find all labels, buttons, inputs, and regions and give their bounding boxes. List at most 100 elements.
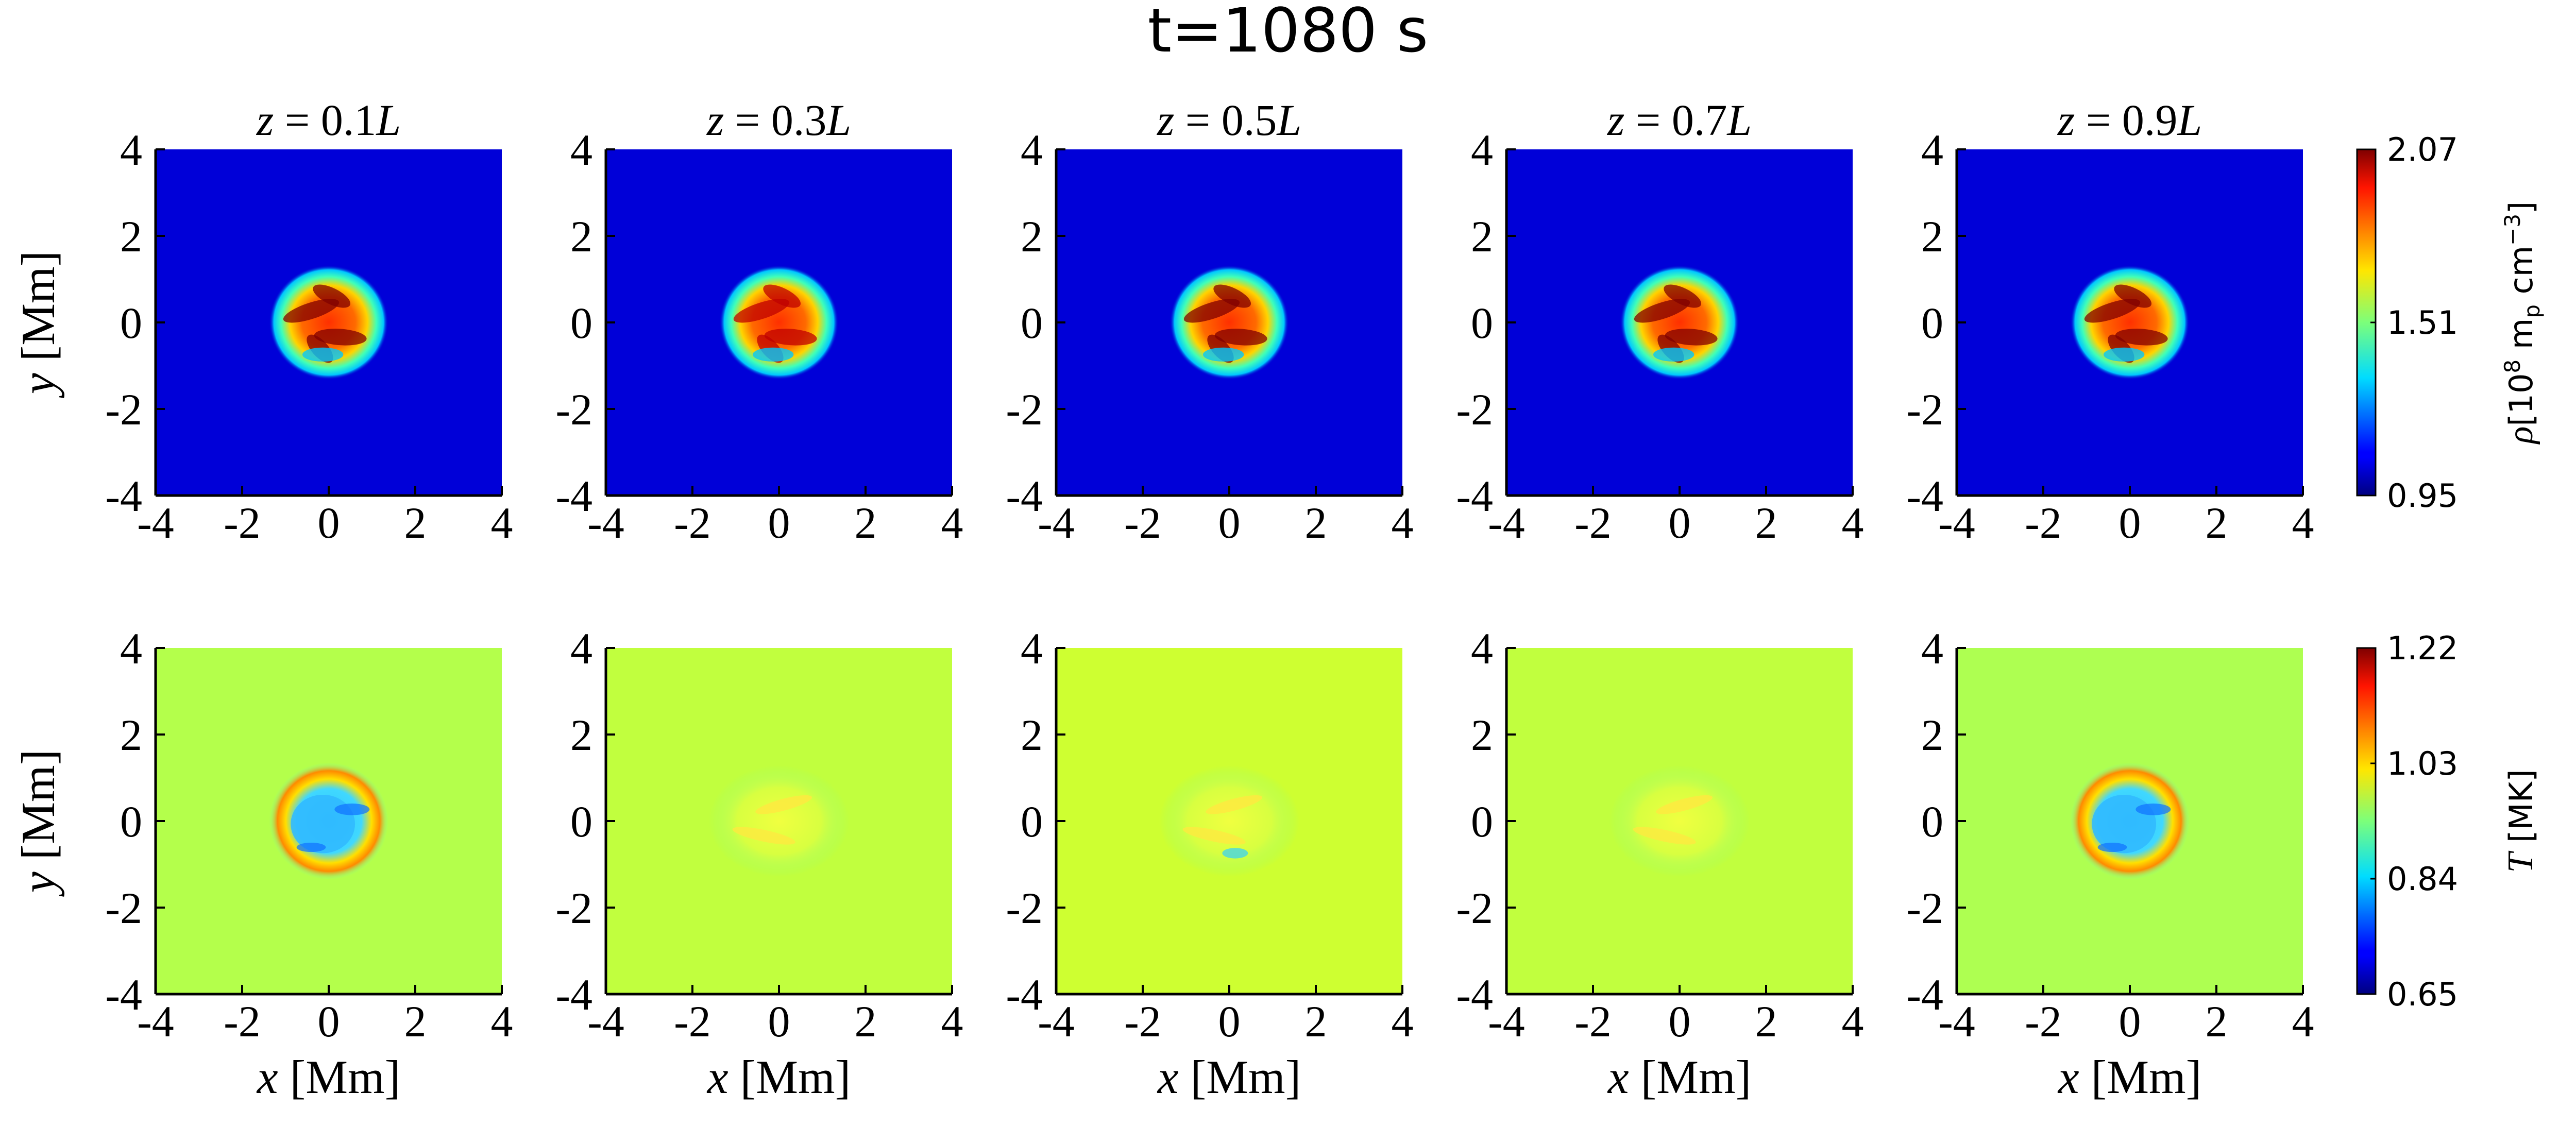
x-tick-label: 2: [1755, 498, 1777, 548]
y-tick-label: -4: [105, 471, 142, 521]
temperature-streak: [1222, 848, 1248, 859]
density-streak: [283, 299, 340, 323]
x-tick-label: -4: [1038, 498, 1075, 548]
x-tick-label: 2: [1755, 997, 1777, 1046]
x-tick-label: 0: [1669, 997, 1691, 1046]
x-tick-label: -4: [137, 498, 174, 548]
figure-title: t=1080 s: [1148, 0, 1428, 66]
density-streak: [1214, 329, 1267, 346]
y-tick-label: 2: [570, 212, 592, 261]
temperature-streak: [334, 803, 370, 815]
panel-temperature-4: -4 -2 0 2 4 -4 -2 0 2 4 x [Mm]: [1456, 624, 1863, 1103]
y-tick-label: 0: [120, 797, 142, 846]
y-tick-label: -4: [1456, 471, 1493, 521]
y-tick-label: 2: [1921, 710, 1943, 760]
x-axis-label: x [Mm]: [1157, 1051, 1301, 1103]
x-tick-label: -2: [674, 498, 711, 548]
y-tick-label: -2: [1006, 385, 1043, 434]
y-tick-label: -2: [1906, 385, 1943, 434]
y-tick-label: 4: [1921, 624, 1943, 673]
x-tick-label: 4: [491, 498, 513, 548]
temperature-streak: [732, 827, 795, 845]
y-tick-label: -2: [1906, 883, 1943, 933]
colorbar-tick-label: 1.03: [2387, 745, 2458, 782]
y-tick-label: -2: [105, 883, 142, 933]
y-tick-label: 0: [570, 797, 592, 846]
y-tick-label: -4: [1456, 970, 1493, 1019]
temperature-structure: [1159, 765, 1300, 877]
y-tick-label: 2: [570, 710, 592, 760]
x-tick-label: 2: [404, 498, 427, 548]
colorbar-tick-label: 1.22: [2387, 629, 2458, 667]
x-tick-label: 0: [768, 997, 790, 1046]
x-tick-label: 0: [2119, 498, 2141, 548]
x-tick-label: -2: [2025, 498, 2062, 548]
y-tick-label: -4: [1006, 970, 1043, 1019]
colorbar-tick-label: 1.51: [2387, 304, 2458, 341]
density-streak: [1664, 284, 1702, 308]
y-tick-label: 4: [1021, 624, 1043, 673]
temperature-streak: [296, 842, 326, 852]
x-tick-label: -2: [1574, 498, 1612, 548]
y-tick-label: 4: [1471, 624, 1493, 673]
x-tick-label: 0: [2119, 997, 2141, 1046]
panel-temperature-2: -4 -2 0 2 4 -4 -2 0 2 4 x [Mm]: [555, 624, 963, 1103]
x-axis-label: x [Mm]: [706, 1051, 851, 1103]
y-tick-label: -4: [105, 970, 142, 1019]
density-blob: [2070, 265, 2190, 380]
colorbar-tick-label: 2.07: [2387, 131, 2458, 168]
y-tick-label: 0: [570, 298, 592, 348]
x-tick-label: -4: [137, 997, 174, 1046]
panel-title: z = 0.5L: [1157, 95, 1301, 145]
panel-temperature-1: -4 -2 0 2 4 -4 -2 0 2 4 x [Mm] y [Mm]: [12, 624, 513, 1103]
x-tick-label: 4: [941, 997, 963, 1046]
density-streak: [302, 347, 344, 362]
y-tick-label: -2: [555, 883, 592, 933]
x-tick-label: -4: [1038, 997, 1075, 1046]
y-tick-label: 4: [120, 125, 142, 175]
density-blob: [1170, 265, 1289, 380]
x-tick-label: 4: [941, 498, 963, 548]
temperature-streak: [1206, 795, 1262, 814]
x-tick-label: 4: [2292, 997, 2314, 1046]
temperature-streak: [2097, 842, 2127, 852]
density-streak: [1653, 347, 1694, 362]
x-tick-label: -2: [674, 997, 711, 1046]
panel-title: z = 0.3L: [706, 95, 851, 145]
temperature-streak: [1633, 827, 1696, 845]
x-tick-label: 2: [2206, 997, 2228, 1046]
y-tick-label: 0: [120, 298, 142, 348]
panel-temperature-5: -4 -2 0 2 4 -4 -2 0 2 4 x [Mm]: [1906, 624, 2314, 1103]
x-tick-label: -4: [1938, 997, 1975, 1046]
temperature-streak: [1656, 795, 1713, 814]
x-tick-label: -2: [2025, 997, 2062, 1046]
y-tick-label: 0: [1921, 298, 1943, 348]
density-streak: [2115, 329, 2168, 346]
y-tick-label: 2: [1021, 212, 1043, 261]
colorbar-tick-label: 0.95: [2387, 477, 2458, 515]
y-tick-label: -4: [1906, 970, 1943, 1019]
y-tick-label: -2: [1456, 385, 1493, 434]
temperature-streak: [1182, 827, 1246, 845]
x-tick-label: 2: [855, 498, 877, 548]
x-tick-label: 2: [1305, 498, 1327, 548]
x-tick-label: 0: [1669, 498, 1691, 548]
y-tick-label: 4: [570, 125, 592, 175]
colorbar-density: 0.95 1.51 2.07 ρ[108 mp cm−3]: [2356, 131, 2545, 515]
density-streak: [313, 284, 351, 308]
density-streak: [1634, 299, 1690, 323]
panel-density-1: -4 -2 0 2 4 -4 -2 0 2 4 z = 0.1L y [Mm]: [12, 95, 513, 548]
y-tick-label: 4: [570, 624, 592, 673]
y-tick-label: -4: [1006, 471, 1043, 521]
y-tick-label: 4: [120, 624, 142, 673]
density-streak: [733, 299, 790, 323]
y-axis-label: y [Mm]: [12, 749, 64, 897]
density-streak: [314, 329, 367, 346]
density-streak: [764, 329, 817, 346]
x-tick-label: -2: [1124, 997, 1161, 1046]
panel-density-3: -4 -2 0 2 4 -4 -2 0 2 4 z = 0.5L: [1006, 95, 1413, 548]
y-tick-label: -4: [1906, 471, 1943, 521]
density-blob: [1620, 265, 1739, 380]
x-tick-label: -2: [224, 997, 261, 1046]
